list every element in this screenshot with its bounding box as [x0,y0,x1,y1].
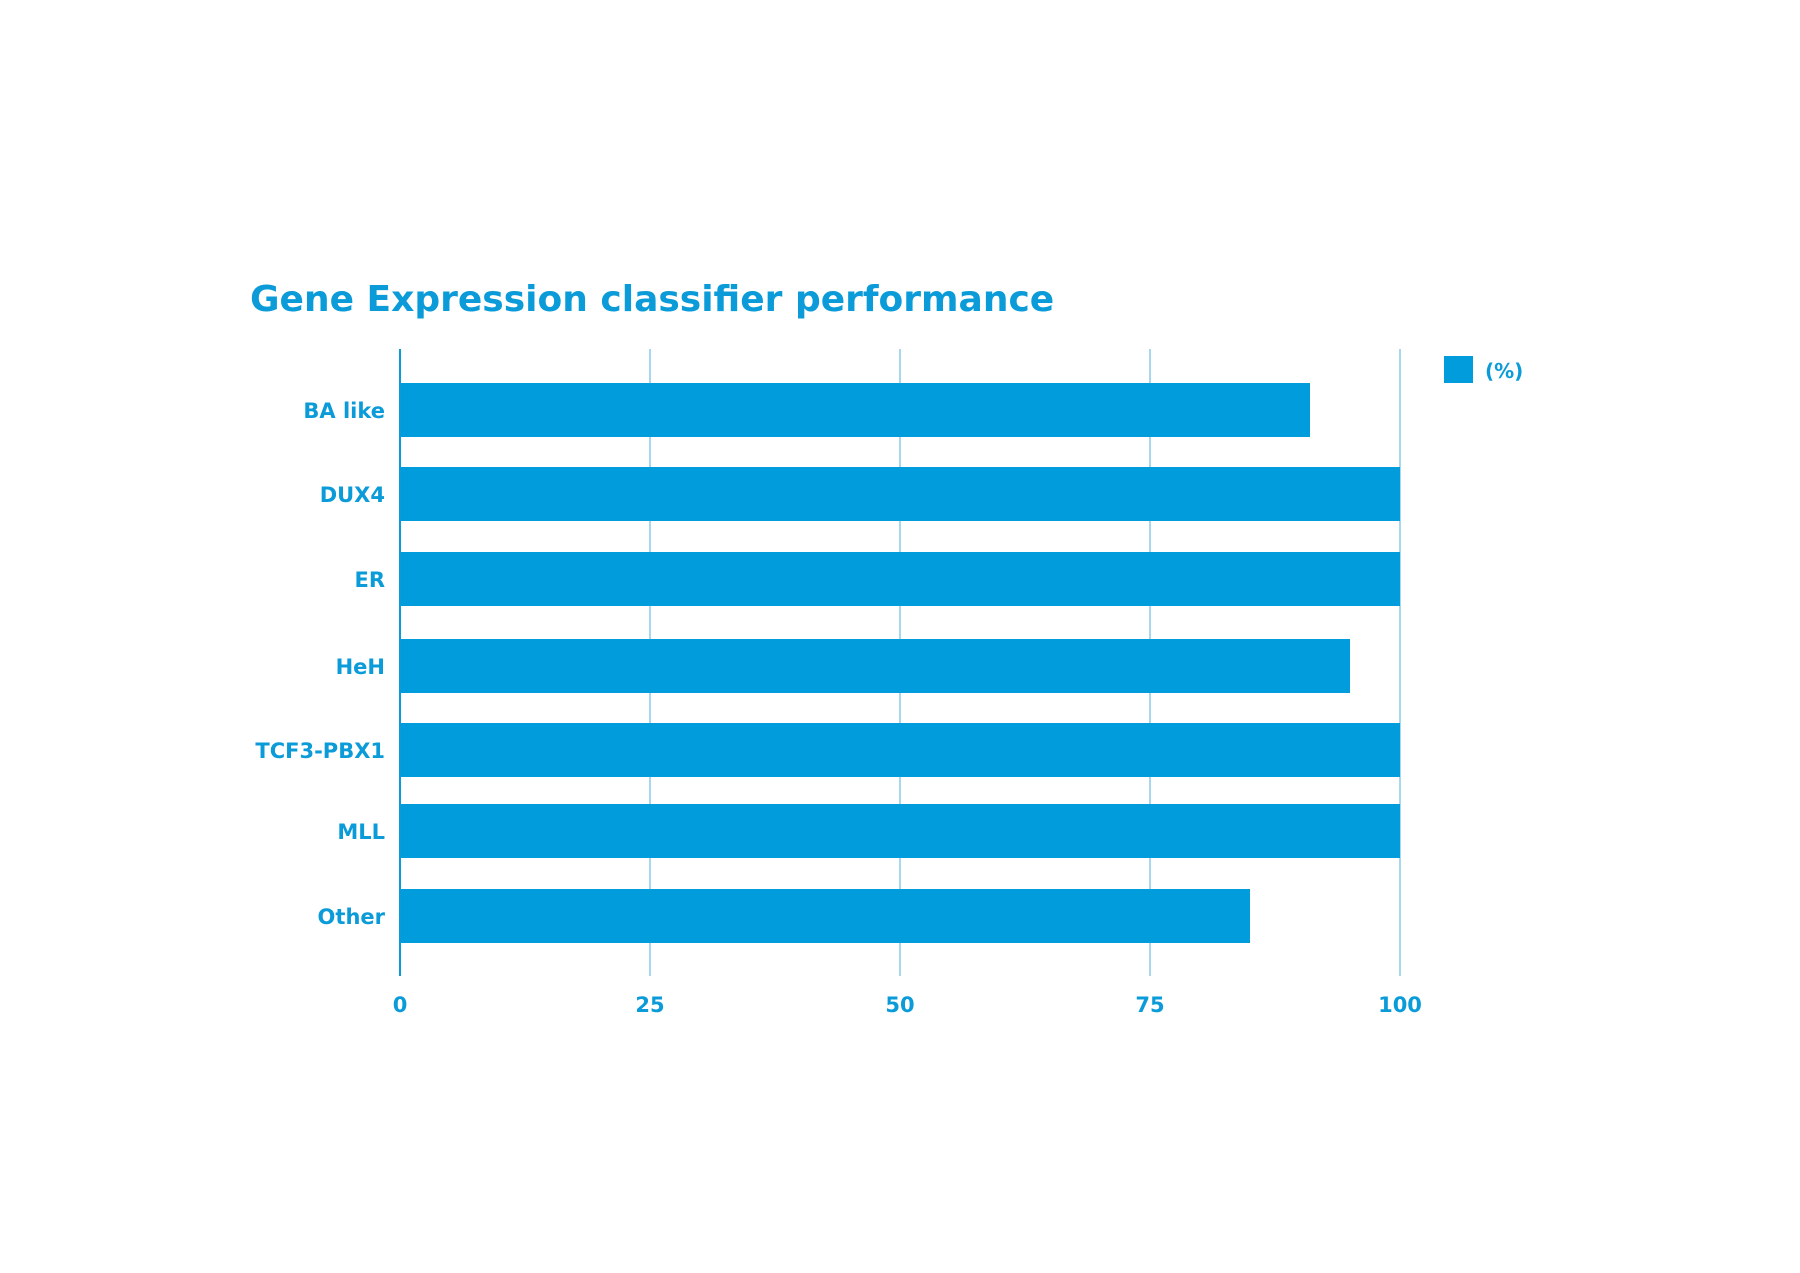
bar-tcf3-pbx1 [400,723,1400,777]
category-label-other: Other [318,905,386,929]
category-label-mll: MLL [337,820,385,844]
bar-other [400,889,1250,943]
category-label-heh: HeH [336,655,385,679]
x-tick-label-0: 0 [393,993,408,1017]
x-tick-label-75: 75 [1135,993,1164,1017]
x-tick-label-100: 100 [1378,993,1422,1017]
bar-mll [400,804,1400,858]
bar-heh [400,639,1350,693]
category-label-dux4: DUX4 [320,483,385,507]
bar-dux4 [400,467,1400,521]
bars [400,383,1400,943]
category-label-er: ER [354,568,385,592]
x-tick-labels: 0 25 50 75 100 [393,993,1422,1017]
category-label-tcf3-pbx1: TCF3-PBX1 [255,739,385,763]
legend: (%) [1444,356,1523,383]
x-tick-label-50: 50 [885,993,914,1017]
legend-swatch [1444,356,1473,383]
category-labels: BA like DUX4 ER HeH TCF3-PBX1 MLL Other [255,399,385,929]
bar-ba-like [400,383,1310,437]
category-label-ba-like: BA like [303,399,385,423]
chart-title: Gene Expression classifier performance [250,279,1054,320]
bar-er [400,552,1400,606]
x-tick-label-25: 25 [635,993,664,1017]
legend-label: (%) [1485,359,1523,383]
